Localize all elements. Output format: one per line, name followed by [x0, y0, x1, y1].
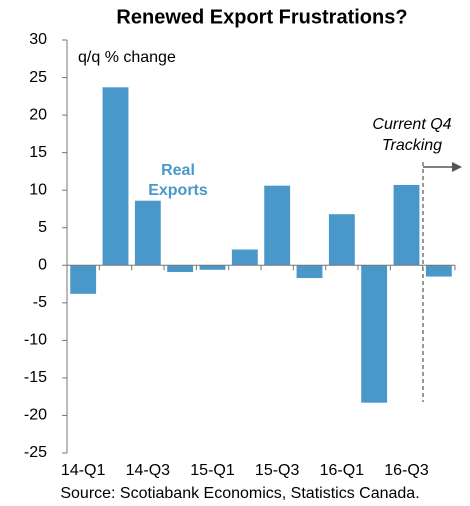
y-tick-label: -5	[33, 294, 47, 311]
x-tick-label: 15-Q3	[255, 462, 300, 479]
x-tick-label: 15-Q1	[190, 462, 235, 479]
bar	[102, 87, 129, 266]
annotation: Exports	[148, 182, 208, 199]
bar	[393, 184, 420, 266]
y-tick-label: 10	[29, 181, 47, 198]
bar	[231, 249, 258, 266]
annotation: Tracking	[382, 137, 442, 154]
bar	[296, 265, 323, 279]
y-tick-label: -15	[24, 369, 47, 386]
bar	[134, 200, 161, 266]
y-tick-label: 20	[29, 106, 47, 123]
arrow-head	[452, 162, 462, 172]
y-tick-label: 5	[38, 219, 47, 236]
bar	[264, 185, 291, 266]
y-tick-label: -10	[24, 332, 47, 349]
y-tick-label: -20	[24, 407, 47, 424]
x-tick-label: 16-Q1	[320, 462, 365, 479]
bar	[199, 265, 226, 270]
y-tick-label: 0	[38, 256, 47, 273]
x-tick-label: 14-Q3	[126, 462, 171, 479]
chart-title: Renewed Export Frustrations?	[116, 6, 407, 28]
bar	[328, 214, 355, 266]
y-tick-label: 30	[29, 31, 47, 48]
y-tick-label: -25	[24, 444, 47, 461]
y-tick-label: 15	[29, 144, 47, 161]
bar	[361, 265, 388, 403]
annotation: Real	[161, 162, 195, 179]
source: Source: Scotiabank Economics, Statistics…	[60, 485, 419, 502]
y-tick-label: 25	[29, 69, 47, 86]
x-tick-label: 14-Q1	[61, 462, 106, 479]
x-tick-label: 16-Q3	[384, 462, 429, 479]
annotation: Current Q4	[372, 116, 451, 133]
y-axis-label: q/q % change	[78, 49, 176, 66]
bar	[70, 265, 97, 294]
bar	[425, 265, 452, 277]
bar	[167, 265, 194, 273]
